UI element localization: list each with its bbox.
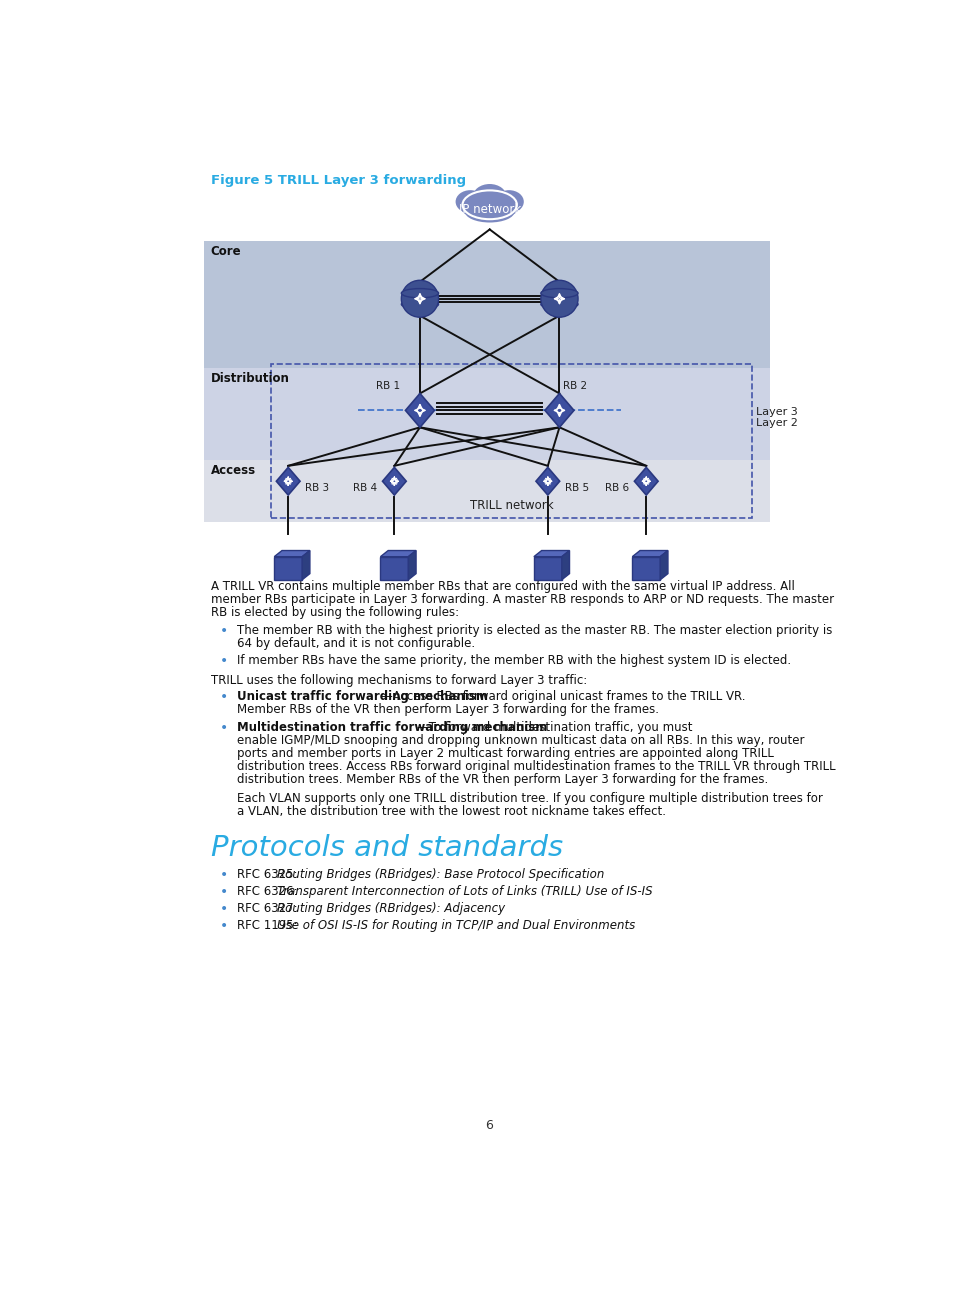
Text: Multidestination traffic forwarding mechanism: Multidestination traffic forwarding mech… — [236, 721, 547, 734]
Bar — [204, 460, 769, 522]
Ellipse shape — [540, 299, 578, 308]
Text: distribution trees. Member RBs of the VR then perform Layer 3 forwarding for the: distribution trees. Member RBs of the VR… — [236, 772, 767, 787]
Text: RB 5: RB 5 — [564, 483, 588, 492]
Text: IP network: IP network — [458, 203, 520, 216]
Text: member RBs participate in Layer 3 forwarding. A master RB responds to ARP or ND : member RBs participate in Layer 3 forwar… — [211, 592, 833, 607]
Bar — [632, 557, 659, 579]
Text: RFC 1195:: RFC 1195: — [236, 919, 301, 932]
Bar — [380, 557, 408, 579]
Polygon shape — [274, 551, 310, 557]
Text: TRILL uses the following mechanisms to forward Layer 3 traffic:: TRILL uses the following mechanisms to f… — [211, 674, 586, 687]
Ellipse shape — [460, 196, 517, 220]
Text: TRILL network: TRILL network — [469, 499, 553, 512]
Text: The member RB with the highest priority is elected as the master RB. The master : The member RB with the highest priority … — [236, 623, 832, 636]
Text: •: • — [220, 654, 228, 669]
Text: Layer 3: Layer 3 — [756, 407, 798, 416]
Text: If member RBs have the same priority, the member RB with the highest system ID i: If member RBs have the same priority, th… — [236, 654, 790, 667]
Ellipse shape — [401, 299, 438, 308]
Text: Figure 5 TRILL Layer 3 forwarding: Figure 5 TRILL Layer 3 forwarding — [211, 174, 465, 187]
Text: Each VLAN supports only one TRILL distribution tree. If you configure multiple d: Each VLAN supports only one TRILL distri… — [236, 792, 822, 805]
Circle shape — [401, 280, 438, 318]
Text: •: • — [220, 689, 228, 704]
Text: Transparent Interconnection of Lots of Links (TRILL) Use of IS-IS: Transparent Interconnection of Lots of L… — [276, 885, 652, 898]
Polygon shape — [405, 394, 434, 428]
Polygon shape — [302, 551, 310, 579]
Text: RFC 6325:: RFC 6325: — [236, 868, 301, 881]
Polygon shape — [534, 551, 569, 557]
Ellipse shape — [472, 184, 506, 210]
Text: Layer 2: Layer 2 — [756, 419, 798, 428]
Text: RB 1: RB 1 — [376, 381, 400, 391]
Polygon shape — [659, 551, 667, 579]
Polygon shape — [544, 394, 574, 428]
Ellipse shape — [401, 289, 438, 298]
Text: Routing Bridges (RBridges): Base Protocol Specification: Routing Bridges (RBridges): Base Protoco… — [276, 868, 603, 881]
Text: •: • — [220, 623, 228, 638]
Text: enable IGMP/MLD snooping and dropping unknown multicast data on all RBs. In this: enable IGMP/MLD snooping and dropping un… — [236, 734, 803, 746]
Text: distribution trees. Access RBs forward original multidestination frames to the T: distribution trees. Access RBs forward o… — [236, 759, 835, 772]
Text: RFC 6326:: RFC 6326: — [236, 885, 301, 898]
Bar — [274, 557, 302, 579]
Polygon shape — [536, 468, 559, 495]
Text: —Access RBs forward original unicast frames to the TRILL VR.: —Access RBs forward original unicast fra… — [380, 689, 744, 702]
Text: •: • — [220, 919, 228, 933]
Text: —To forward multidestination traffic, you must: —To forward multidestination traffic, yo… — [416, 721, 692, 734]
Polygon shape — [276, 468, 300, 495]
Bar — [204, 368, 769, 460]
Bar — [271, 364, 751, 518]
Text: Access: Access — [211, 464, 255, 477]
Text: Core: Core — [211, 245, 241, 258]
Text: ports and member ports in Layer 2 multicast forwarding entries are appointed alo: ports and member ports in Layer 2 multic… — [236, 746, 773, 759]
Circle shape — [540, 280, 578, 318]
Text: 6: 6 — [484, 1118, 493, 1131]
Polygon shape — [561, 551, 569, 579]
Text: RB is elected by using the following rules:: RB is elected by using the following rul… — [211, 607, 458, 619]
Text: Use of OSI IS-IS for Routing in TCP/IP and Dual Environments: Use of OSI IS-IS for Routing in TCP/IP a… — [276, 919, 635, 932]
Text: Member RBs of the VR then perform Layer 3 forwarding for the frames.: Member RBs of the VR then perform Layer … — [236, 702, 659, 715]
Polygon shape — [382, 468, 406, 495]
Text: Protocols and standards: Protocols and standards — [211, 833, 562, 862]
Text: •: • — [220, 885, 228, 898]
Text: Distribution: Distribution — [211, 372, 290, 385]
Polygon shape — [632, 551, 667, 557]
Text: RB 2: RB 2 — [562, 381, 587, 391]
Text: •: • — [220, 721, 228, 735]
Polygon shape — [634, 468, 658, 495]
Ellipse shape — [494, 191, 523, 214]
Text: a VLAN, the distribution tree with the lowest root nickname takes effect.: a VLAN, the distribution tree with the l… — [236, 805, 665, 818]
Text: Routing Bridges (RBridges): Adjacency: Routing Bridges (RBridges): Adjacency — [276, 902, 504, 915]
Ellipse shape — [540, 289, 578, 298]
Polygon shape — [380, 551, 416, 557]
Text: RB 4: RB 4 — [353, 483, 377, 492]
Bar — [204, 241, 769, 368]
Ellipse shape — [464, 201, 514, 223]
Text: RB 3: RB 3 — [305, 483, 329, 492]
Text: A TRILL VR contains multiple member RBs that are configured with the same virtua: A TRILL VR contains multiple member RBs … — [211, 579, 794, 592]
Text: •: • — [220, 868, 228, 881]
Text: Unicast traffic forwarding mechanism: Unicast traffic forwarding mechanism — [236, 689, 488, 702]
Polygon shape — [408, 551, 416, 579]
Text: 64 by default, and it is not configurable.: 64 by default, and it is not configurabl… — [236, 636, 475, 649]
Text: RB 6: RB 6 — [604, 483, 629, 492]
Bar — [534, 557, 561, 579]
Ellipse shape — [456, 191, 484, 214]
Text: RFC 6327:: RFC 6327: — [236, 902, 301, 915]
Text: •: • — [220, 902, 228, 916]
